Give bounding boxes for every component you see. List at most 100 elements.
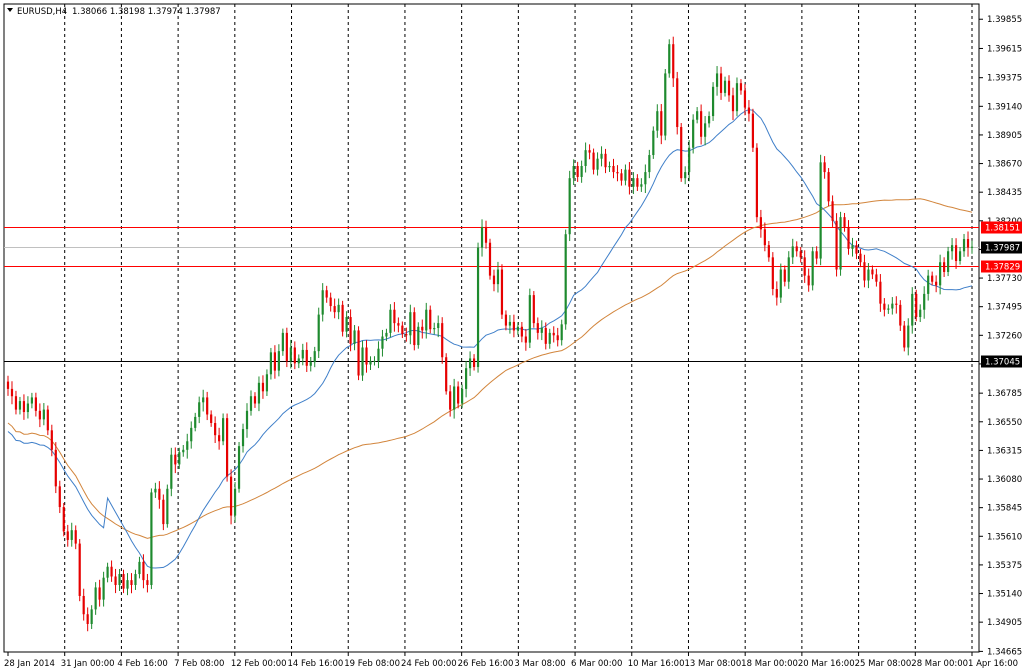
candle-body <box>696 111 699 120</box>
candle-body <box>194 416 197 428</box>
candle-body <box>572 166 575 179</box>
x-tick-label: 10 Mar 16:00 <box>628 659 685 669</box>
candle-body <box>34 397 37 411</box>
candle-body <box>381 336 384 349</box>
candle-body <box>237 446 241 489</box>
candle-body <box>337 304 340 313</box>
candle-body <box>692 119 695 148</box>
candle-body <box>437 323 440 328</box>
candle-body <box>636 178 639 187</box>
candle-body <box>126 580 129 589</box>
candle-body <box>867 269 870 281</box>
candle-body <box>540 328 543 333</box>
candle-body <box>903 325 906 348</box>
candle-body <box>166 488 169 525</box>
candle-body <box>851 245 854 249</box>
x-tick-label: 18 Mar 00:00 <box>741 659 798 669</box>
candles <box>6 36 974 632</box>
candle-body <box>241 429 245 447</box>
candle-body <box>664 73 667 136</box>
y-tick-label: 1.39140 <box>987 102 1022 112</box>
candle-body <box>779 269 782 298</box>
candle-body <box>548 332 551 344</box>
candle-body <box>488 242 492 276</box>
candle-body <box>719 73 723 93</box>
candle-body <box>560 324 563 341</box>
candle-body <box>433 328 436 330</box>
candle-body <box>26 403 30 413</box>
candle-body <box>660 111 663 136</box>
candle-body <box>22 401 26 413</box>
x-tick-label: 19 Feb 08:00 <box>344 659 400 669</box>
candle-body <box>875 274 878 282</box>
candle-body <box>970 246 974 248</box>
candle-body <box>516 326 519 331</box>
x-tick-label: 28 Jan 2014 <box>4 659 55 669</box>
candle-body <box>795 246 798 252</box>
candle-body <box>831 201 834 221</box>
candle-body <box>476 247 480 367</box>
candle-body <box>162 499 165 525</box>
candle-body <box>257 382 261 404</box>
candle-body <box>273 352 276 371</box>
price-label-text: 1.37987 <box>985 244 1020 254</box>
candle-body <box>656 111 659 131</box>
candle-body <box>38 410 41 420</box>
candle-body <box>747 107 751 114</box>
candle-body <box>373 360 376 362</box>
candle-body <box>751 113 755 148</box>
candle-body <box>815 251 818 259</box>
candle-body <box>755 147 758 218</box>
candle-body <box>771 257 774 290</box>
candle-body <box>118 574 121 586</box>
candle-body <box>361 347 364 376</box>
x-tick-label: 26 Feb 16:00 <box>458 659 514 669</box>
candle-body <box>425 309 428 331</box>
candle-body <box>317 314 320 352</box>
candle-body <box>297 358 300 364</box>
candle-body <box>222 418 225 442</box>
y-tick-label: 1.39375 <box>987 74 1022 84</box>
candle-body <box>245 410 249 430</box>
y-tick-label: 1.35140 <box>987 590 1022 600</box>
candle-body <box>142 561 145 581</box>
candle-body <box>588 150 591 153</box>
candle-body <box>763 229 766 246</box>
y-tick-label: 1.37260 <box>987 331 1022 341</box>
candle-body <box>508 321 512 326</box>
candle-body <box>441 323 444 358</box>
candle-body <box>86 614 89 624</box>
candle-body <box>114 576 117 586</box>
vertical-grid <box>64 4 973 652</box>
y-tick-label: 1.34905 <box>987 618 1022 628</box>
candle-body <box>883 303 886 310</box>
candle-body <box>767 245 770 258</box>
candle-body <box>632 178 635 187</box>
x-tick-label: 28 Mar 00:00 <box>911 659 968 669</box>
candle-body <box>899 304 902 326</box>
candle-body <box>532 295 535 324</box>
candle-body <box>536 323 539 333</box>
candle-body <box>939 262 942 286</box>
candle-body <box>233 488 237 516</box>
candle-body <box>405 334 408 336</box>
candle-body <box>612 166 615 173</box>
candle-body <box>552 332 555 336</box>
candle-body <box>74 530 77 544</box>
candle-body <box>42 409 45 420</box>
candle-body <box>14 396 18 410</box>
candle-body <box>524 336 527 343</box>
candle-body <box>528 295 531 343</box>
candle-body <box>158 488 161 500</box>
price-label-text: 1.38151 <box>985 224 1020 234</box>
candle-body <box>684 172 687 179</box>
candle-body <box>421 326 424 331</box>
x-tick-label: 20 Mar 16:00 <box>798 659 855 669</box>
candle-body <box>401 325 404 335</box>
candle-body <box>122 574 125 589</box>
x-tick-label: 1 Apr 16:00 <box>968 659 1018 669</box>
candle-body <box>759 217 762 230</box>
dropdown-triangle-icon[interactable] <box>7 8 13 12</box>
candle-body <box>62 507 65 532</box>
